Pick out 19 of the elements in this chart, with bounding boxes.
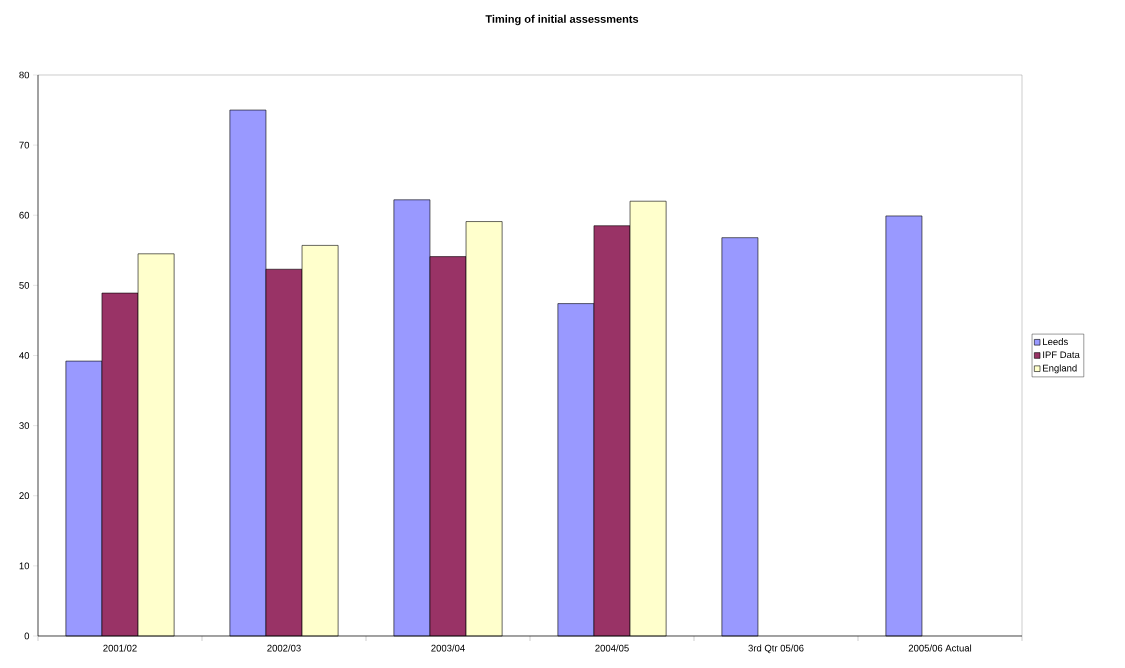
legend-label: Leeds [1043,338,1068,346]
chart-title: Timing of initial assessments [485,14,639,26]
x-tick-label: 2001/02 [103,644,137,652]
y-tick-label: 60 [19,211,30,219]
x-tick-label: 2005/06 Actual [908,644,972,652]
y-tick-label: 10 [19,562,30,570]
y-tick-label: 50 [19,282,30,289]
y-tick-label: 80 [19,71,30,79]
y-tick-label: 0 [24,632,30,640]
y-tick-label: 20 [19,492,30,500]
legend-label: IPF Data [1043,351,1080,359]
legend-label: England [1043,364,1077,374]
y-tick-label: 70 [19,141,30,149]
y-tick-label: 30 [19,422,30,429]
y-tick-label: 40 [19,352,30,359]
x-tick-label: 2002/03 [267,644,301,652]
x-tick-label: 2003/04 [431,644,465,652]
x-tick-label: 2004/05 [595,644,629,652]
x-tick-label: 3rd Qtr 05/06 [748,644,804,654]
